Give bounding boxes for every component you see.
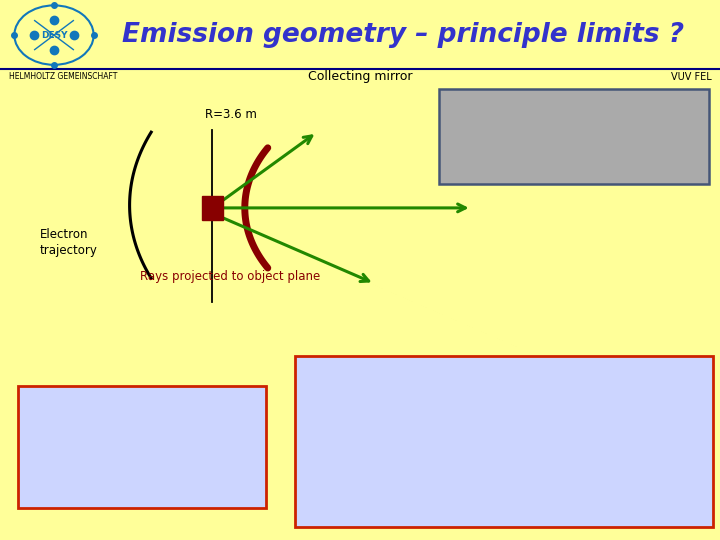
Text: Collecting mirror: Collecting mirror (307, 70, 413, 83)
Text: projected to object plane: projected to object plane (433, 416, 575, 427)
Text: is accurately mapped: is accurately mapped (514, 123, 634, 133)
Text: → the electron bunch shape: → the electron bunch shape (497, 98, 652, 109)
Text: Path length difference between: Path length difference between (414, 364, 594, 375)
Text: onto the dipole light: onto the dipole light (518, 148, 631, 158)
FancyBboxPatch shape (439, 89, 709, 184)
Bar (202, 196, 223, 220)
Text: R=3.6 m: R=3.6 m (205, 109, 257, 122)
Text: < 3 fs: < 3 fs (104, 461, 181, 484)
Text: Electron: Electron (40, 228, 88, 241)
FancyBboxPatch shape (295, 356, 713, 526)
Text: Emission geometry – principle limits ?: Emission geometry – principle limits ? (122, 22, 684, 48)
Text: Rays projected to object plane: Rays projected to object plane (140, 270, 320, 283)
Text: different rays on the arc: different rays on the arc (74, 418, 210, 429)
Text: VUV FEL: VUV FEL (670, 72, 711, 82)
Text: 3: 3 (580, 433, 586, 443)
FancyBboxPatch shape (18, 386, 266, 508)
Text: trajectory: trajectory (40, 244, 97, 256)
Text: ~ opening angle: ~ opening angle (437, 442, 557, 456)
Text: DESY: DESY (41, 31, 67, 39)
Text: Different rays: Different rays (465, 390, 543, 401)
Text: 20 mrad → 30  fs: 20 mrad → 30 fs (433, 500, 575, 514)
Text: Path length difference between: Path length difference between (55, 395, 230, 406)
Text: HELMHOLTZ GEMEINSCHAFT: HELMHOLTZ GEMEINSCHAFT (9, 72, 117, 81)
Text: 10 mrad →   4 fs: 10 mrad → 4 fs (436, 471, 572, 486)
